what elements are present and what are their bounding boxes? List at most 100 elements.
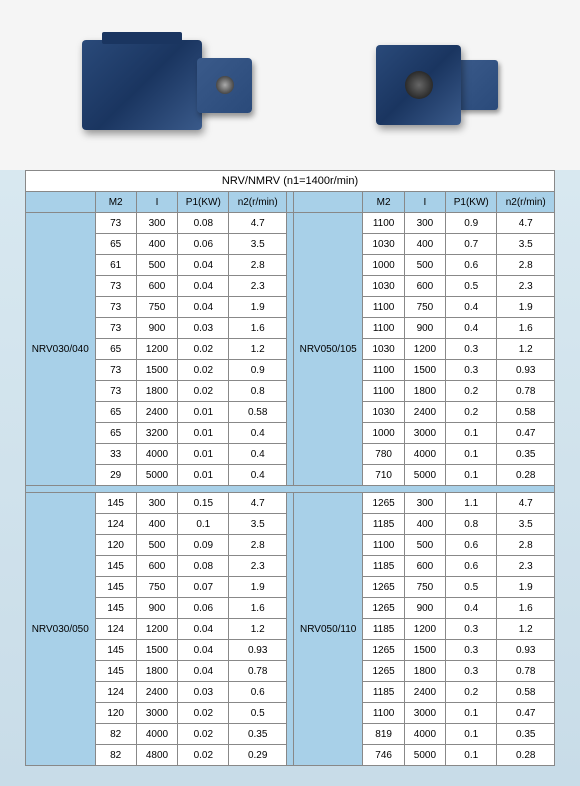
cell: 65 <box>95 234 136 255</box>
cell: 1.6 <box>497 598 555 619</box>
spacer-row <box>26 486 555 493</box>
cell: 4800 <box>136 745 177 766</box>
cell: 0.08 <box>178 213 229 234</box>
cell: 145 <box>95 556 136 577</box>
cell: 1100 <box>363 381 404 402</box>
cell: 0.4 <box>229 444 286 465</box>
cell: 0.78 <box>497 661 555 682</box>
cell: 0.02 <box>178 339 229 360</box>
cell: 82 <box>95 745 136 766</box>
cell: 1100 <box>363 703 404 724</box>
cell: 3000 <box>136 703 177 724</box>
cell: 4000 <box>136 444 177 465</box>
cell: 750 <box>136 297 177 318</box>
cell: 0.9 <box>446 213 497 234</box>
cell: 900 <box>404 318 445 339</box>
cell: 0.1 <box>446 423 497 444</box>
cell: 0.1 <box>446 703 497 724</box>
cell: 145 <box>95 640 136 661</box>
cell: 1185 <box>363 556 404 577</box>
cell: 0.1 <box>446 724 497 745</box>
cell: 1800 <box>404 661 445 682</box>
cell: 400 <box>136 514 177 535</box>
cell: 0.1 <box>446 444 497 465</box>
group-label: NRV030/040 <box>26 213 96 486</box>
cell: 300 <box>136 213 177 234</box>
cell: 500 <box>136 255 177 276</box>
cell: 0.9 <box>229 360 286 381</box>
cell: 3.5 <box>497 234 555 255</box>
cell: 0.3 <box>446 360 497 381</box>
cell: 73 <box>95 297 136 318</box>
cell: 120 <box>95 535 136 556</box>
cell: 33 <box>95 444 136 465</box>
cell: 0.6 <box>446 556 497 577</box>
cell: 1030 <box>363 339 404 360</box>
cell: 0.1 <box>446 745 497 766</box>
separator <box>286 213 293 486</box>
cell: 65 <box>95 339 136 360</box>
cell: 0.4 <box>229 423 286 444</box>
cell: 0.93 <box>229 640 286 661</box>
cell: 2400 <box>136 682 177 703</box>
cell: 0.47 <box>497 423 555 444</box>
cell: 0.5 <box>229 703 286 724</box>
cell: 0.04 <box>178 276 229 297</box>
cell: 300 <box>404 493 445 514</box>
cell: 1185 <box>363 682 404 703</box>
cell: 61 <box>95 255 136 276</box>
cell: 0.04 <box>178 661 229 682</box>
cell: 0.09 <box>178 535 229 556</box>
cell: 1.1 <box>446 493 497 514</box>
cell: 0.35 <box>497 444 555 465</box>
cell: 1100 <box>363 213 404 234</box>
col-header: M2 <box>363 192 404 213</box>
cell: 1.9 <box>497 577 555 598</box>
cell: 73 <box>95 360 136 381</box>
separator <box>286 192 293 213</box>
col-header: P1(KW) <box>446 192 497 213</box>
cell: 0.04 <box>178 619 229 640</box>
cell: 0.3 <box>446 619 497 640</box>
cell: 0.28 <box>497 465 555 486</box>
cell: 65 <box>95 423 136 444</box>
table-container: NRV/NMRV (n1=1400r/min)M2IP1(KW) n2(r/min… <box>0 170 580 786</box>
cell: 1030 <box>363 402 404 423</box>
cell: 750 <box>136 577 177 598</box>
cell: 1800 <box>136 381 177 402</box>
cell: 0.78 <box>229 661 286 682</box>
cell: 0.6 <box>229 682 286 703</box>
cell: 2.3 <box>229 276 286 297</box>
cell: 0.01 <box>178 423 229 444</box>
cell: 1100 <box>363 360 404 381</box>
cell: 1265 <box>363 640 404 661</box>
cell: 0.7 <box>446 234 497 255</box>
col-header: n2(r/min) <box>229 192 286 213</box>
cell: 0.02 <box>178 360 229 381</box>
cell: 0.6 <box>446 535 497 556</box>
cell: 4000 <box>404 724 445 745</box>
cell: 3200 <box>136 423 177 444</box>
cell: 0.93 <box>497 640 555 661</box>
cell: 0.02 <box>178 381 229 402</box>
cell: 0.3 <box>446 640 497 661</box>
cell: 600 <box>136 556 177 577</box>
cell: 900 <box>136 598 177 619</box>
cell: 0.93 <box>497 360 555 381</box>
col-header: I <box>404 192 445 213</box>
table-title: NRV/NMRV (n1=1400r/min) <box>26 171 555 192</box>
gearbox-main-body <box>376 45 461 125</box>
group-label: NRV050/105 <box>293 213 363 486</box>
cell: 1265 <box>363 598 404 619</box>
cell: 2.3 <box>497 556 555 577</box>
cell: 0.04 <box>178 640 229 661</box>
cell: 819 <box>363 724 404 745</box>
cell: 145 <box>95 661 136 682</box>
cell: 29 <box>95 465 136 486</box>
cell: 0.07 <box>178 577 229 598</box>
cell: 2400 <box>404 682 445 703</box>
cell: 2400 <box>404 402 445 423</box>
cell: 3.5 <box>497 514 555 535</box>
cell: 0.5 <box>446 276 497 297</box>
cell: 4.7 <box>497 213 555 234</box>
